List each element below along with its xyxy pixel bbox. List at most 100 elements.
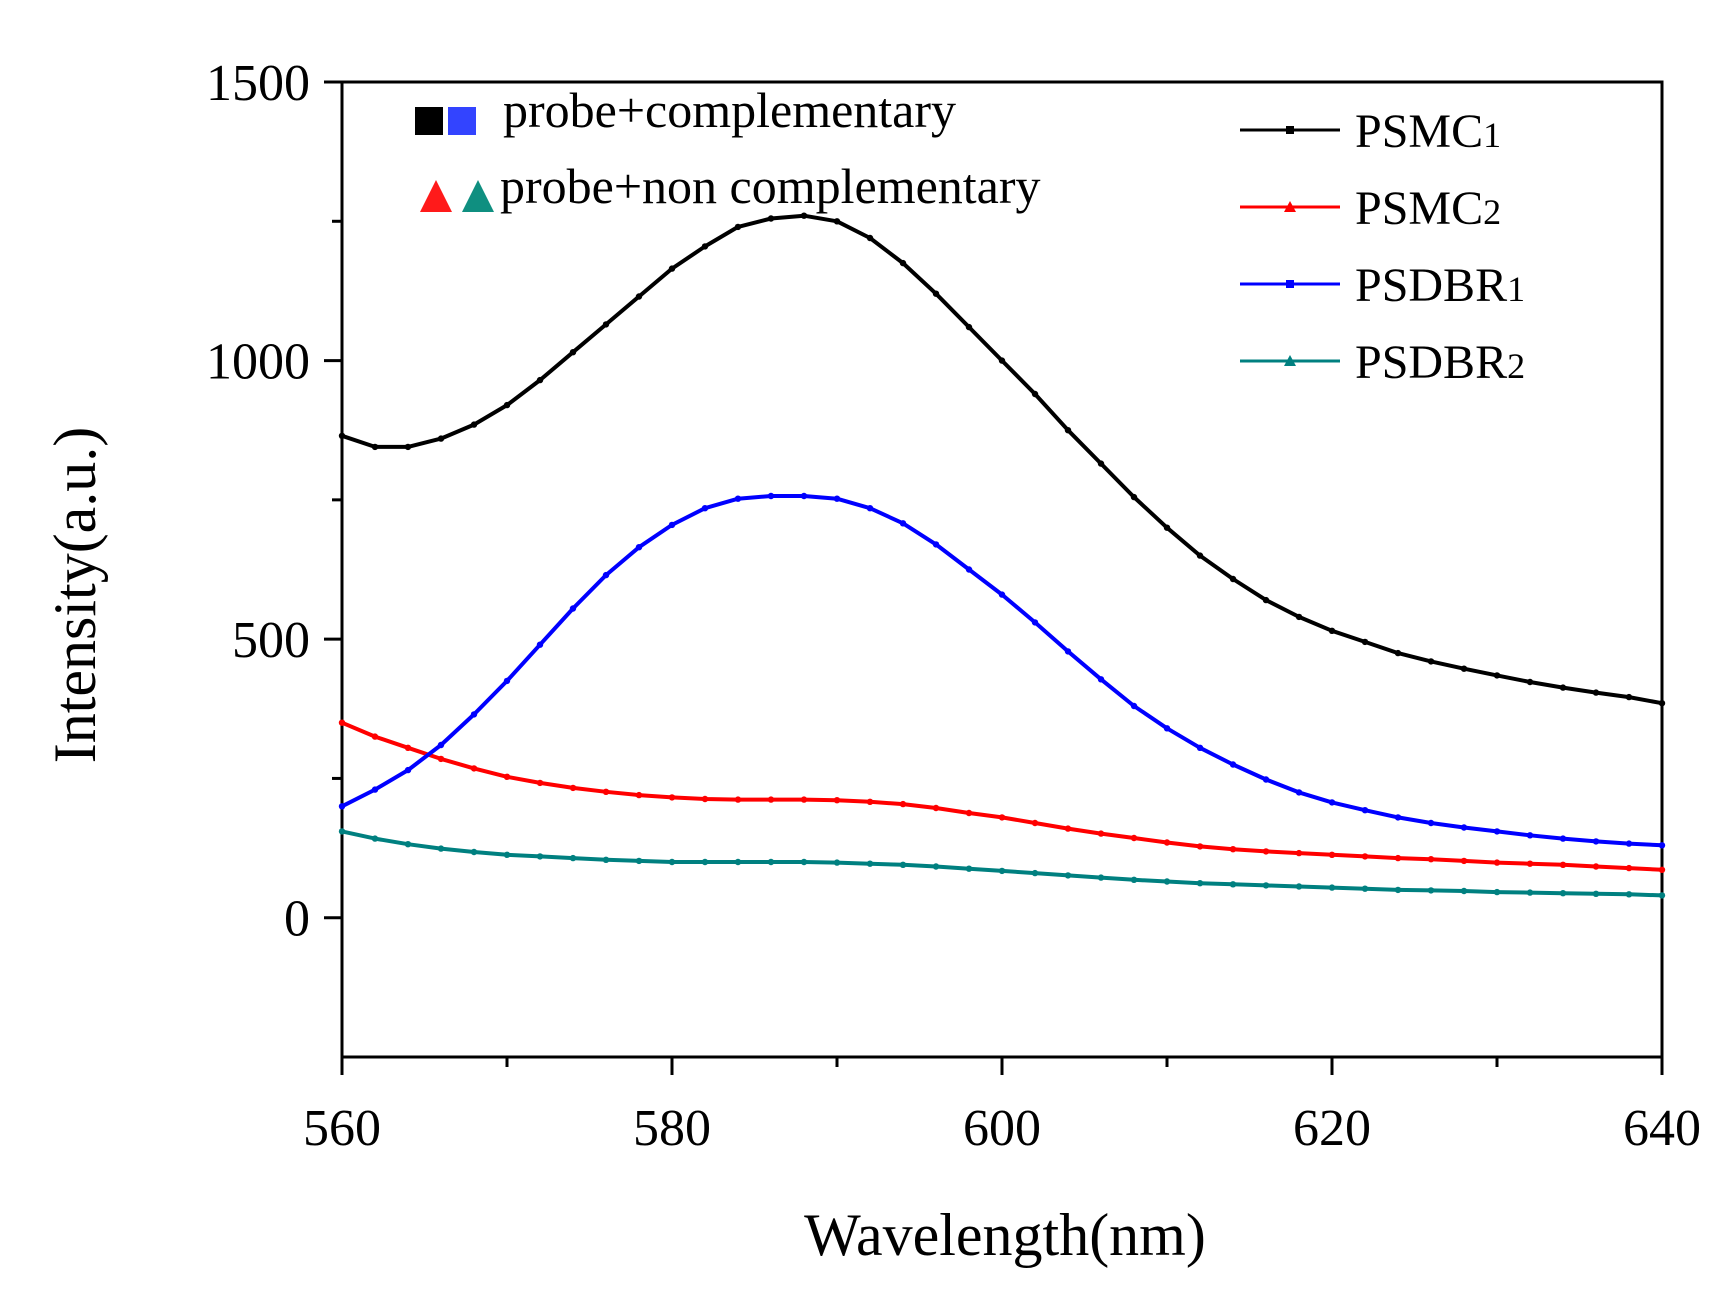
data-point-psdbr1 — [1328, 799, 1336, 806]
marker-square-black — [415, 107, 443, 135]
legend-label: PSMC2 — [1355, 182, 1501, 235]
data-point-psmc2 — [569, 784, 577, 792]
data-point-psdbr1 — [503, 677, 511, 685]
data-point-psmc1 — [701, 243, 709, 250]
data-point-psdbr1 — [998, 591, 1006, 598]
data-point-psmc2 — [668, 794, 676, 801]
data-point-psdbr1 — [1130, 702, 1138, 710]
data-point-psmc1 — [668, 265, 676, 272]
data-point-psdbr2 — [1031, 869, 1039, 877]
data-point-psdbr2 — [998, 867, 1006, 875]
data-point-psmc2 — [1031, 819, 1039, 827]
data-point-psdbr2 — [635, 857, 643, 865]
data-point-psmc2 — [602, 788, 610, 795]
data-point-psmc2 — [965, 809, 973, 817]
data-point-psmc2 — [503, 773, 511, 780]
data-point-psmc1 — [1592, 689, 1600, 696]
data-point-psmc2 — [1592, 863, 1600, 870]
data-point-psmc2 — [1295, 849, 1303, 857]
data-point-psmc2 — [536, 779, 544, 787]
data-point-psdbr1 — [701, 505, 709, 512]
data-point-psmc1 — [536, 376, 544, 384]
data-point-psmc1 — [1427, 658, 1435, 665]
data-point-psdbr2 — [470, 848, 478, 856]
y-tick-label: 0 — [284, 891, 310, 948]
legend-item-psmc1: PSMC1 — [1240, 105, 1501, 158]
data-point-psdbr2 — [965, 865, 973, 872]
data-point-psmc1 — [1394, 649, 1402, 657]
legend-marker — [1286, 280, 1294, 288]
data-point-psmc2 — [1625, 864, 1633, 872]
data-point-psdbr1 — [965, 566, 973, 573]
data-point-psdbr1 — [866, 505, 874, 512]
data-point-psdbr1 — [536, 641, 544, 648]
data-point-psdbr2 — [1361, 885, 1369, 892]
data-point-psmc1 — [338, 432, 346, 439]
data-point-psmc1 — [1328, 627, 1336, 634]
data-point-psmc2 — [1196, 843, 1204, 850]
x-tick-label: 600 — [963, 1100, 1041, 1157]
data-point-psdbr1 — [800, 492, 808, 500]
annotation-text: probe+complementary — [503, 82, 956, 138]
data-point-psmc1 — [1163, 524, 1171, 531]
data-point-psmc2 — [1229, 846, 1237, 853]
data-point-psmc1 — [602, 321, 610, 328]
y-axis-title: Intensity(a.u.) — [42, 427, 108, 764]
data-point-psdbr1 — [767, 492, 775, 500]
data-point-psmc2 — [833, 797, 841, 804]
series-psdbr2 — [338, 828, 1666, 899]
data-point-psmc1 — [1295, 613, 1303, 621]
data-point-psmc2 — [1163, 839, 1171, 846]
data-point-psmc2 — [866, 798, 874, 805]
data-point-psdbr2 — [767, 858, 775, 866]
data-point-psdbr1 — [404, 766, 412, 774]
legend-label: PSMC1 — [1355, 105, 1501, 158]
data-point-psmc1 — [1097, 460, 1105, 467]
data-point-psmc2 — [1394, 854, 1402, 862]
data-point-psmc1 — [1493, 672, 1501, 679]
data-point-psdbr1 — [1097, 676, 1105, 683]
y-tick-label: 1500 — [206, 55, 310, 112]
data-point-psmc1 — [800, 212, 808, 219]
data-point-psdbr1 — [1031, 619, 1039, 626]
data-point-psdbr2 — [1163, 878, 1171, 885]
data-point-psdbr1 — [1163, 725, 1171, 732]
data-point-psmc2 — [899, 800, 907, 808]
data-point-psdbr2 — [899, 861, 907, 868]
legend-marker — [1286, 126, 1294, 134]
data-point-psdbr2 — [1295, 883, 1303, 890]
data-point-psmc2 — [1262, 848, 1270, 855]
data-point-psdbr2 — [437, 845, 445, 852]
data-point-psmc1 — [1526, 678, 1534, 686]
data-point-psmc2 — [998, 814, 1006, 821]
data-point-psdbr2 — [1229, 881, 1237, 888]
data-point-psdbr2 — [701, 858, 709, 866]
legend-label: PSDBR1 — [1355, 259, 1525, 312]
data-point-psmc2 — [734, 796, 742, 803]
data-point-psmc2 — [701, 795, 709, 803]
data-point-psdbr2 — [1064, 872, 1072, 879]
x-tick-label: 560 — [303, 1100, 381, 1157]
data-point-psdbr2 — [1460, 887, 1468, 895]
data-point-psdbr2 — [1262, 882, 1270, 889]
data-point-psmc1 — [767, 215, 775, 222]
data-point-psmc2 — [338, 719, 346, 726]
legend-label: PSDBR2 — [1355, 336, 1525, 389]
data-point-psmc1 — [1229, 575, 1237, 583]
data-point-psdbr1 — [734, 495, 742, 502]
legend-item-psdbr2: PSDBR2 — [1240, 336, 1525, 389]
series-psdbr1 — [338, 492, 1666, 849]
data-point-psmc2 — [371, 733, 379, 740]
data-point-psdbr2 — [503, 851, 511, 858]
marker-square-blue — [448, 107, 476, 135]
data-point-psmc1 — [1196, 552, 1204, 559]
data-point-psdbr1 — [1262, 776, 1270, 783]
series-psmc2 — [338, 719, 1666, 873]
x-axis-title: Wavelength(nm) — [804, 1202, 1206, 1268]
data-point-psmc2 — [1658, 866, 1666, 873]
data-point-psmc2 — [1328, 851, 1336, 858]
data-point-psmc1 — [1361, 638, 1369, 646]
data-point-psmc2 — [1130, 834, 1138, 842]
data-point-psmc2 — [1427, 856, 1435, 863]
data-point-psmc2 — [1526, 860, 1534, 867]
